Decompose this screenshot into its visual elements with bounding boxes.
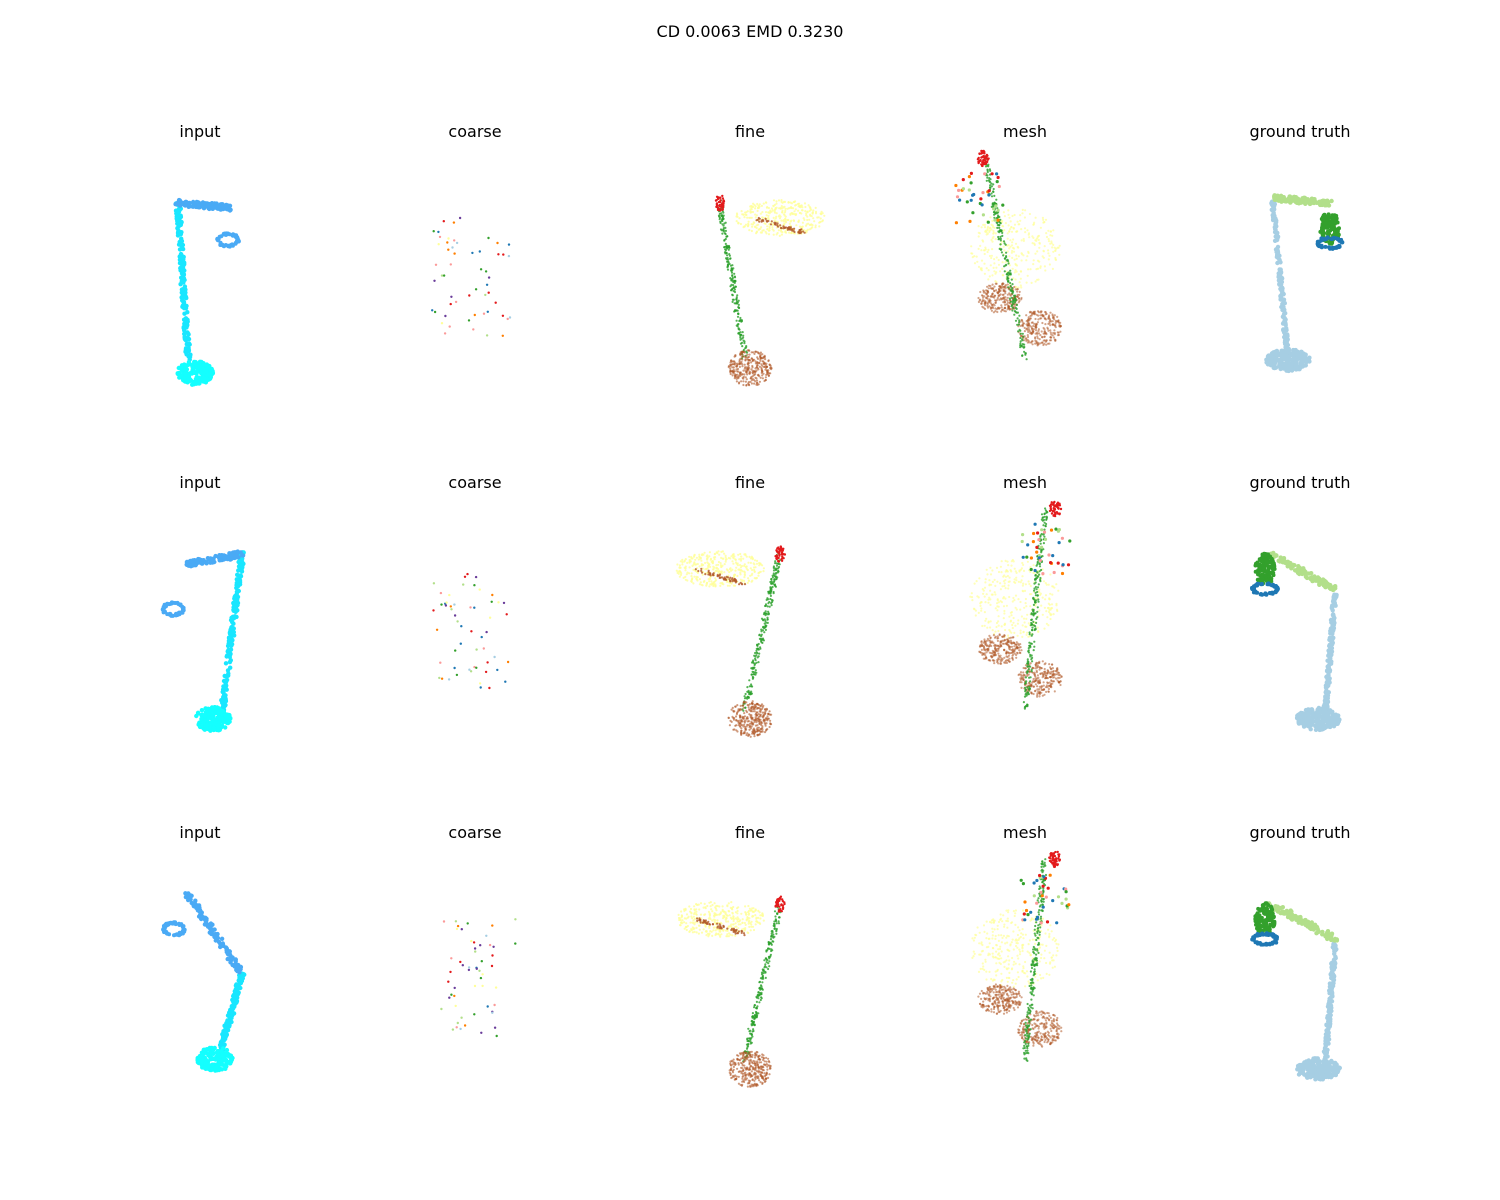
panel-coarse-row2: coarse [345,473,605,773]
panel-mesh-row2: mesh [895,473,1155,773]
coarse-point-cloud [432,572,510,690]
panel-ground-truth-row3: ground truth [1170,823,1430,1123]
panel-coarse-row3: coarse [345,823,605,1123]
coarse-point-cloud [431,216,512,337]
panel-mesh-row1: mesh [895,122,1155,422]
panel-ground-truth-row1: ground truth [1170,122,1430,422]
panel-title: mesh [1003,823,1047,842]
panel-input-row3: input [70,823,330,1123]
panel-title: input [179,823,221,842]
panel-title: mesh [1003,122,1047,141]
mesh-point-cloud [954,149,1062,361]
panel-title: coarse [448,473,502,492]
panel-title: coarse [448,823,502,842]
panel-input-row1: input [70,122,330,422]
panel-title: input [179,122,221,141]
input-point-cloud [161,891,247,1073]
panel-title: fine [734,823,766,842]
input-point-cloud [173,197,241,387]
ground-truth-point-cloud [1250,550,1342,733]
panel-fine-row3: fine [620,823,880,1123]
panel-title: fine [734,122,766,141]
ground-truth-point-cloud [1264,193,1345,374]
panel-title: mesh [1003,473,1047,492]
panel-fine-row2: fine [620,473,880,773]
panel-title: coarse [448,122,502,141]
panel-title: input [179,473,221,492]
panel-ground-truth-row2: ground truth [1170,473,1430,773]
coarse-point-cloud [440,918,517,1038]
panel-fine-row1: fine [620,122,880,422]
panel-mesh-row3: mesh [895,823,1155,1123]
ground-truth-point-cloud [1250,901,1342,1082]
panel-title: ground truth [1249,473,1351,492]
panel-title: ground truth [1249,823,1351,842]
figure-title: CD 0.0063 EMD 0.3230 [656,22,844,41]
mesh-point-cloud [971,850,1071,1062]
panel-input-row2: input [70,473,330,773]
fine-point-cloud [714,194,826,387]
panel-coarse-row1: coarse [345,122,605,422]
input-point-cloud [160,549,246,733]
fine-point-cloud [677,895,786,1088]
mesh-point-cloud [969,500,1072,710]
panel-title: fine [734,473,766,492]
panel-title: ground truth [1249,122,1351,141]
fine-point-cloud [675,545,787,738]
